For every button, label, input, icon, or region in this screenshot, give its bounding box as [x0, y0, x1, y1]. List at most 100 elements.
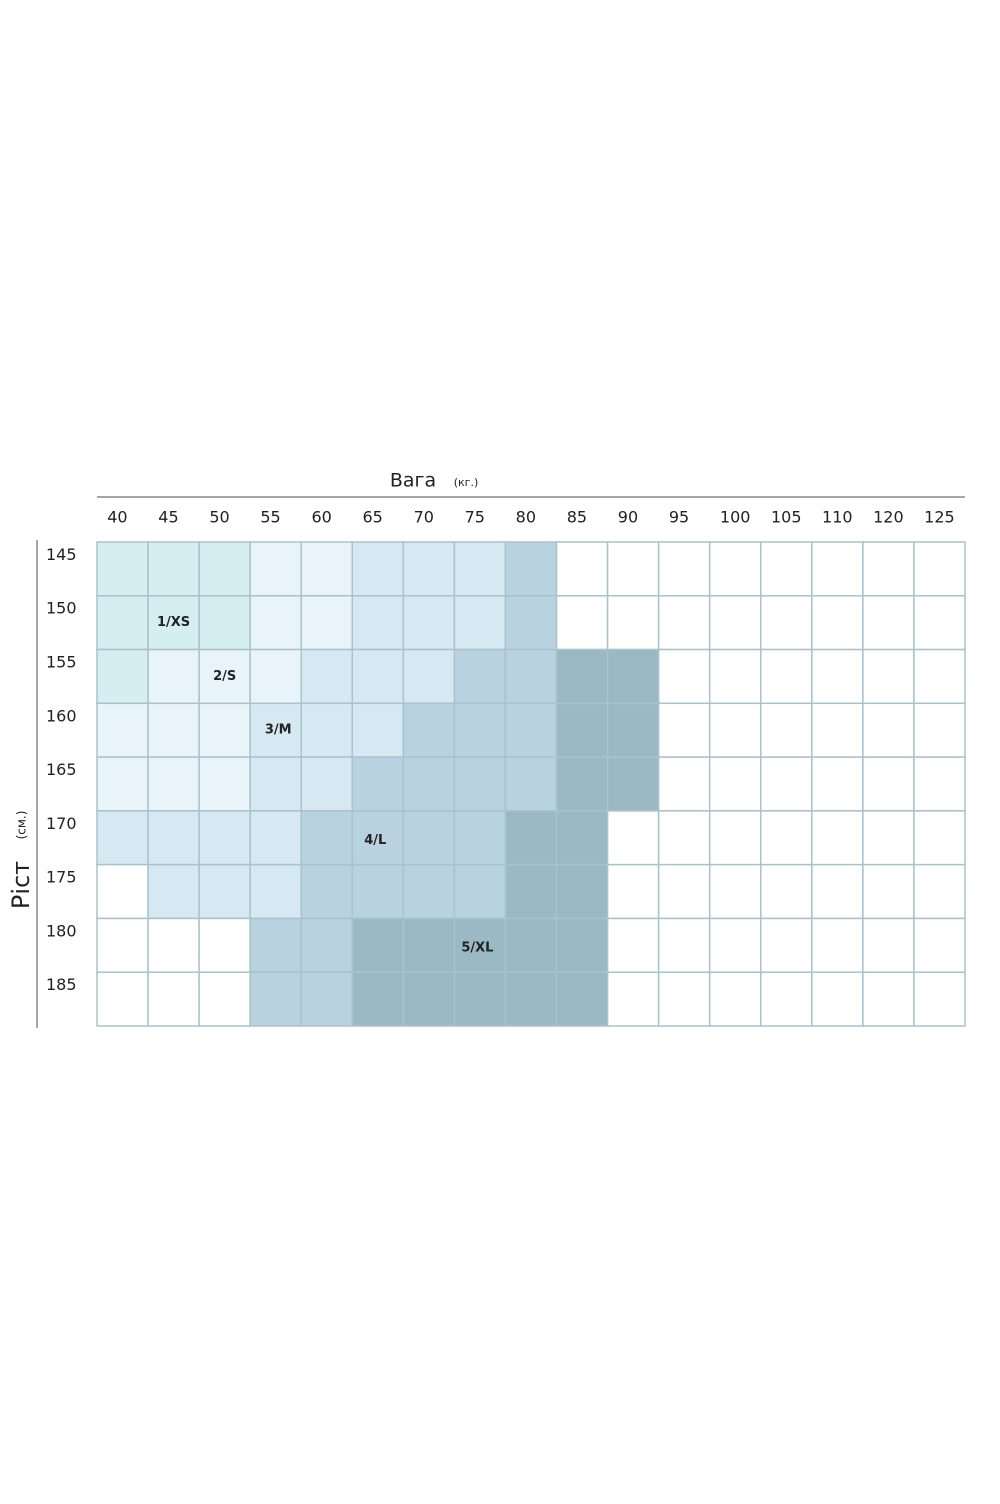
grid-cell	[402, 917, 456, 973]
weight-label: 100	[720, 508, 751, 527]
grid-cell	[555, 810, 609, 866]
grid-cell	[300, 863, 354, 920]
grid-cell	[504, 702, 558, 758]
grid-cell	[249, 756, 302, 812]
grid-cell	[811, 595, 864, 651]
grid-cell	[606, 541, 660, 597]
grid-cell	[555, 702, 609, 758]
grid-cell	[555, 648, 609, 705]
grid-cell	[453, 541, 507, 597]
grid-cell	[708, 541, 762, 597]
weight-label: 125	[924, 508, 955, 527]
weight-title: Вага	[390, 470, 436, 492]
grid-cell	[657, 648, 711, 705]
grid-cell	[300, 756, 354, 812]
grid-cell	[300, 541, 354, 597]
grid-cell	[606, 595, 660, 651]
grid-cell	[708, 648, 762, 705]
grid-cell	[351, 863, 405, 920]
size-label: 4/L	[364, 833, 386, 848]
grid-cell	[300, 810, 354, 866]
grid-cell	[708, 917, 762, 973]
grid-cell	[96, 595, 149, 651]
grid-cell	[555, 756, 609, 812]
grid-cell	[760, 541, 813, 597]
grid-cell	[453, 648, 507, 705]
grid-cell	[811, 917, 864, 973]
grid-cell	[453, 756, 507, 812]
grid-cell	[198, 756, 251, 812]
grid-cell	[606, 810, 660, 866]
grid-cell	[504, 541, 558, 597]
grid-cell	[147, 810, 200, 866]
grid-cell	[657, 810, 711, 866]
weight-label: 85	[567, 508, 587, 527]
height-label: 185	[46, 975, 77, 994]
grid-cell	[402, 971, 456, 1027]
weight-label: 40	[107, 508, 127, 527]
size-label: 2/S	[213, 669, 236, 684]
weight-label: 45	[158, 508, 178, 527]
height-unit: (см.)	[15, 811, 29, 840]
height-label: 165	[46, 760, 77, 779]
grid-cell	[198, 541, 251, 597]
grid-cell	[606, 756, 660, 812]
grid-cell	[96, 971, 149, 1027]
grid-cell	[402, 756, 456, 812]
grid-cell	[555, 541, 609, 597]
grid-cell	[811, 863, 864, 920]
grid-cell	[555, 917, 609, 973]
grid-cell	[249, 810, 302, 866]
grid-cell	[657, 863, 711, 920]
grid-cell	[249, 541, 302, 597]
grid-cell	[351, 810, 405, 866]
grid-cell	[198, 971, 251, 1027]
height-label: 145	[46, 545, 77, 564]
grid-cell	[504, 971, 558, 1027]
weight-label: 90	[618, 508, 638, 527]
grid-cell	[708, 595, 762, 651]
grid-cell	[913, 917, 966, 973]
grid-cell	[606, 863, 660, 920]
grid-cell	[913, 541, 966, 597]
grid-cell	[96, 917, 149, 973]
grid-cell	[913, 702, 966, 758]
grid-cell	[657, 971, 711, 1027]
grid-cell	[862, 541, 915, 597]
grid-cell	[504, 863, 558, 920]
height-title: Ріст	[7, 861, 35, 909]
size-label: 1/XS	[157, 615, 190, 630]
grid-cell	[300, 917, 354, 973]
grid-cell	[300, 971, 354, 1027]
grid-cell	[147, 756, 200, 812]
grid-cell	[657, 756, 711, 812]
grid-cell	[862, 702, 915, 758]
grid-cell	[249, 648, 302, 705]
grid-cell	[249, 917, 302, 973]
grid-cell	[760, 863, 813, 920]
grid-cell	[147, 863, 200, 920]
weight-label: 55	[260, 508, 280, 527]
grid-cell	[351, 648, 405, 705]
grid-cell	[402, 595, 456, 651]
weight-label: 95	[669, 508, 689, 527]
grid-cell	[811, 648, 864, 705]
grid-cell	[504, 648, 558, 705]
grid-cell	[198, 863, 251, 920]
grid-cell	[606, 971, 660, 1027]
grid-cell	[402, 541, 456, 597]
grid-cell	[760, 756, 813, 812]
grid-cell	[913, 595, 966, 651]
grid-cell	[811, 971, 864, 1027]
grid-cell	[555, 863, 609, 920]
height-label: 155	[46, 653, 77, 672]
grid-cell	[606, 648, 660, 705]
grid-cell	[913, 648, 966, 705]
grid-cell	[402, 863, 456, 920]
grid-cell	[708, 863, 762, 920]
weight-label: 60	[311, 508, 331, 527]
height-label: 180	[46, 921, 77, 940]
grid-cell	[402, 648, 456, 705]
grid-cell	[351, 595, 405, 651]
